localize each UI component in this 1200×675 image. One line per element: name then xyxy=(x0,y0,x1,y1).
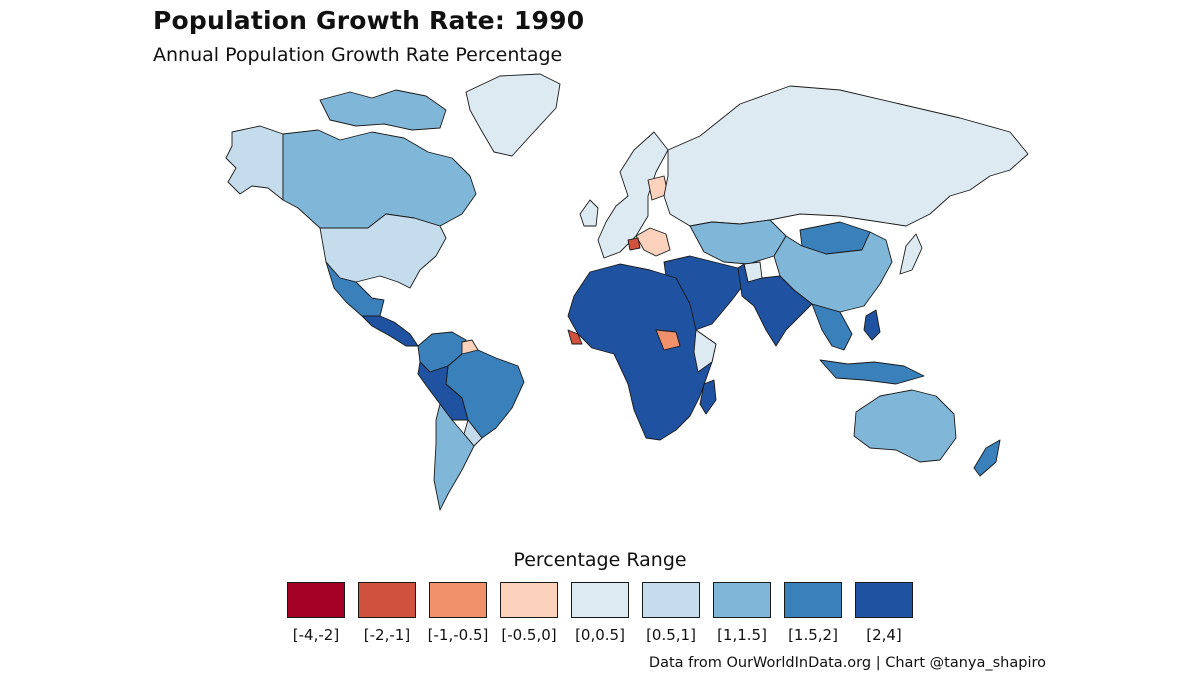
region-canadian-islands xyxy=(319,89,447,131)
legend-swatch xyxy=(358,582,416,618)
region-mexico xyxy=(325,261,385,317)
legend-item: [-2,-1] xyxy=(357,582,417,644)
region-somalia xyxy=(693,329,717,373)
legend-item: [0,0.5] xyxy=(570,582,630,644)
region-canada xyxy=(282,129,477,229)
region-south-asia xyxy=(737,263,813,347)
legend-item: [-1,-0.5] xyxy=(428,582,488,644)
region-sierra-leone xyxy=(567,329,583,345)
legend-label: [1,1.5] xyxy=(717,626,767,644)
legend-item: [0.5,1] xyxy=(641,582,701,644)
legend-label: [-0.5,0] xyxy=(501,626,557,644)
legend-swatch xyxy=(642,582,700,618)
chart-subtitle: Annual Population Growth Rate Percentage xyxy=(153,44,563,66)
region-south-sudan xyxy=(655,329,681,351)
region-indonesia xyxy=(819,359,925,385)
region-alaska xyxy=(225,125,284,201)
legend-item: [-0.5,0] xyxy=(499,582,559,644)
legend-item: [1.5,2] xyxy=(783,582,843,644)
region-australia xyxy=(853,389,957,463)
legend-swatch xyxy=(500,582,558,618)
region-uk xyxy=(579,199,599,227)
legend-label: [-2,-1] xyxy=(363,626,411,644)
source-caption: Data from OurWorldInData.org | Chart @ta… xyxy=(648,655,1046,671)
region-chile-argentina xyxy=(433,403,475,511)
region-southeast-asia xyxy=(811,303,853,351)
region-japan xyxy=(899,233,923,275)
region-central-asia xyxy=(689,219,787,265)
legend-swatch xyxy=(429,582,487,618)
legend-label: [0,0.5] xyxy=(575,626,625,644)
legend-label: [0.5,1] xyxy=(646,626,696,644)
legend-title: Percentage Range xyxy=(513,549,687,571)
region-africa xyxy=(567,263,717,441)
chart-title: Population Growth Rate: 1990 xyxy=(153,6,585,35)
region-madagascar xyxy=(699,379,717,415)
region-russia xyxy=(663,85,1029,227)
legend-swatch xyxy=(855,582,913,618)
legend: [-4,-2] [-2,-1] [-1,-0.5] [-0.5,0] [0,0.5] [0… xyxy=(286,582,914,644)
region-greenland xyxy=(465,73,561,157)
legend-label: [2,4] xyxy=(866,626,902,644)
legend-swatch xyxy=(287,582,345,618)
legend-item: [2,4] xyxy=(854,582,914,644)
legend-label: [-4,-2] xyxy=(292,626,340,644)
world-map xyxy=(225,73,1029,511)
legend-item: [1,1.5] xyxy=(712,582,772,644)
legend-swatch xyxy=(784,582,842,618)
legend-label: [-1,-0.5] xyxy=(427,626,489,644)
region-central-america xyxy=(361,315,419,347)
region-new-zealand xyxy=(973,439,1001,477)
legend-item: [-4,-2] xyxy=(286,582,346,644)
region-balkans xyxy=(635,227,671,257)
legend-swatch xyxy=(571,582,629,618)
region-bosnia xyxy=(627,237,641,251)
legend-swatch xyxy=(713,582,771,618)
legend-label: [1.5,2] xyxy=(788,626,838,644)
region-philippines xyxy=(863,309,881,341)
